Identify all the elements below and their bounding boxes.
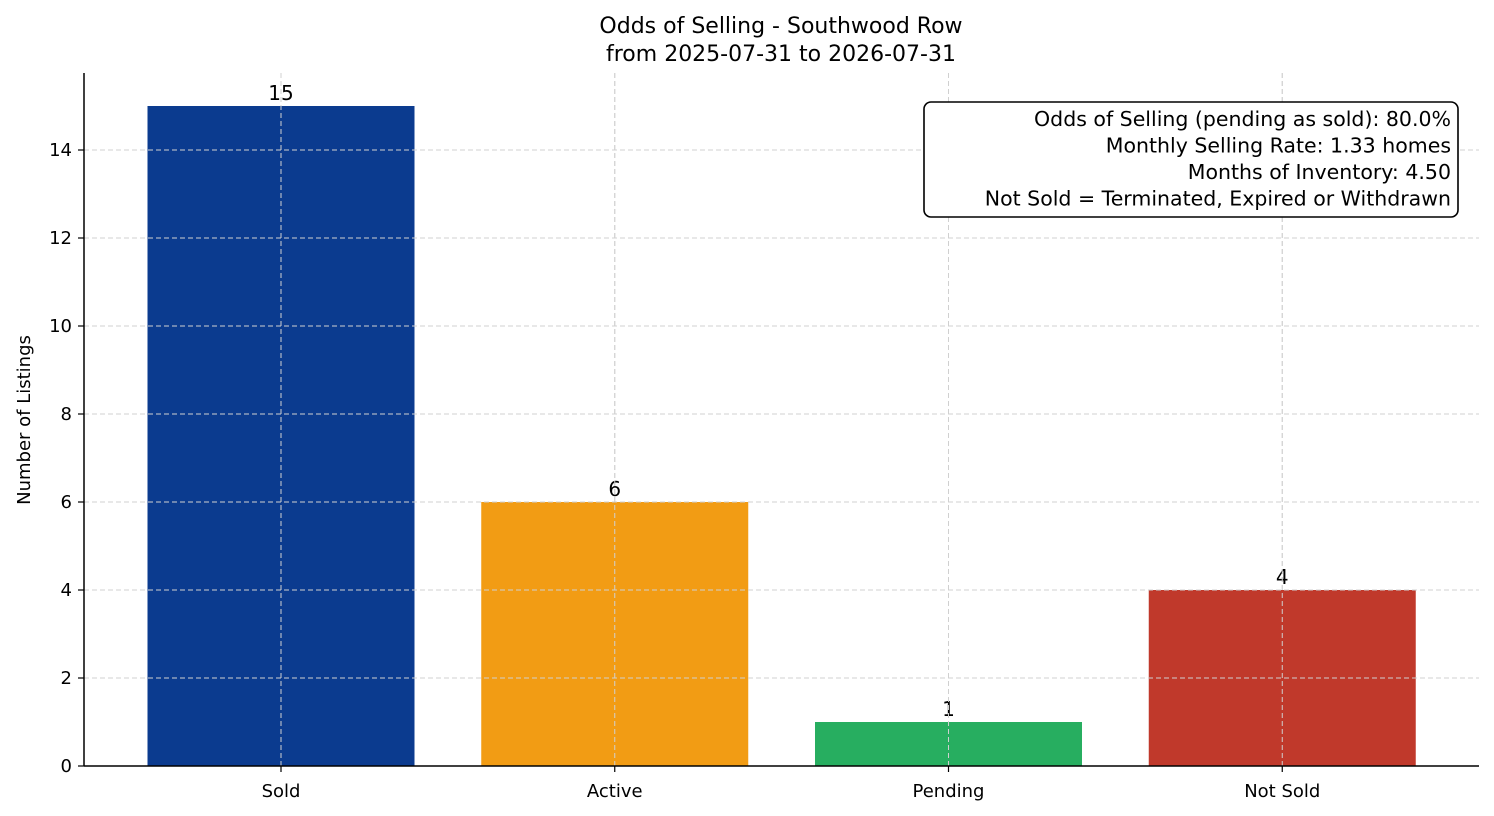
x-tick-label: Active [587,781,643,802]
x-tick-label: Sold [262,781,301,802]
axes: 0 2 4 6 8 10 12 14 Sold Active Pending Not Sold [49,73,1479,802]
y-tick-label: 6 [61,492,72,513]
y-axis-label: Number of Listings [14,335,35,505]
stats-box-line: Months of Inventory: 4.50 [1188,160,1451,184]
x-tick-label: Not Sold [1244,781,1320,802]
stats-box-frame [923,101,1459,218]
y-tick-label: 14 [49,140,72,161]
stats-box-line: Monthly Selling Rate: 1.33 homes [1106,134,1451,158]
chart-title: Odds of Selling - Southwood Row [599,14,962,39]
y-tick-label: 4 [61,580,72,601]
stats-box: Odds of Selling (pending as sold): 80.0%… [923,101,1459,218]
y-tick-label: 12 [49,228,72,249]
y-tick-label: 0 [61,756,72,777]
chart-subtitle: from 2025-07-31 to 2026-07-31 [606,42,956,67]
x-gridlines-over-bars [84,73,1479,766]
stats-box-line: Odds of Selling (pending as sold): 80.0% [1034,107,1451,131]
x-tick-label: Pending [913,781,985,802]
y-tick-label: 8 [61,404,72,425]
y-tick-label: 10 [49,316,72,337]
bar-pending [815,722,1082,766]
stats-box-line: Not Sold = Terminated, Expired or Withdr… [985,187,1451,211]
y-tick-label: 2 [61,668,72,689]
